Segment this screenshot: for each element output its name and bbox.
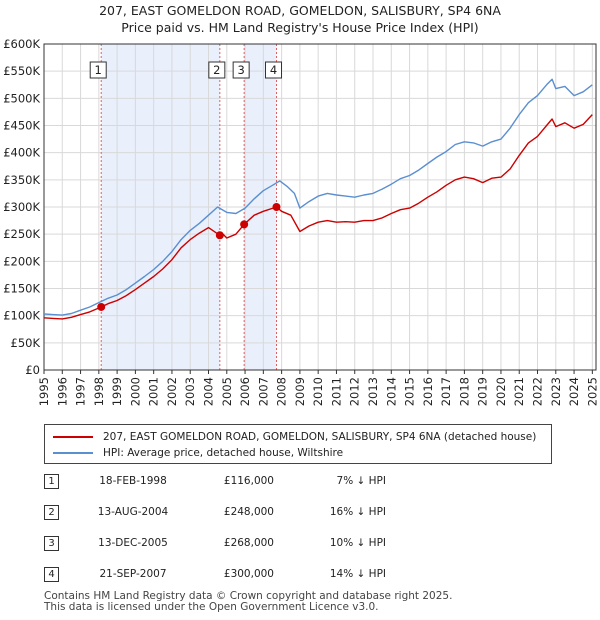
- x-tick-label: 2007: [256, 377, 270, 406]
- x-tick-label: 2010: [311, 377, 325, 406]
- transaction-label-1: 1: [89, 61, 107, 79]
- x-tick-label: 1997: [74, 377, 88, 406]
- x-tick-label: 2015: [403, 377, 417, 406]
- transaction-hpi-diff: 10% ↓ HPI: [329, 537, 386, 549]
- transaction-label-text: 1: [95, 63, 102, 77]
- x-tick-label: 2012: [348, 377, 362, 406]
- price-chart: £0 £50K £100K £150K £200K £250K £300K £350K £400…: [3, 37, 599, 406]
- y-tick-label: £100K: [3, 309, 40, 323]
- plot-frame: [43, 43, 597, 371]
- transaction-date: 21-SEP-2007: [99, 568, 167, 580]
- transaction-hpi-diff: 16% ↓ HPI: [329, 506, 386, 518]
- y-tick-label: £550K: [3, 64, 40, 78]
- transaction-hpi-diff: 14% ↓ HPI: [329, 568, 386, 580]
- x-tick-label: 2008: [275, 377, 289, 406]
- transaction-price: £268,000: [223, 537, 274, 549]
- transaction-number: 4: [44, 567, 59, 582]
- x-tick-label: 2024: [567, 377, 581, 406]
- table-row: 1 18-FEB-1998 £116,000 7% ↓ HPI: [44, 472, 564, 492]
- transaction-label-2: 2: [208, 61, 226, 79]
- x-tick-label: 2020: [494, 377, 508, 406]
- transaction-date: 18-FEB-1998: [99, 475, 167, 487]
- transaction-hpi-diff: 7% ↓ HPI: [336, 475, 386, 487]
- x-tick-label: 1998: [92, 377, 106, 406]
- x-tick-label: 1999: [110, 377, 124, 406]
- transaction-price: £300,000: [223, 568, 274, 580]
- y-tick-label: £600K: [3, 37, 40, 51]
- legend: 207, EAST GOMELDON ROAD, GOMELDON, SALIS…: [44, 424, 552, 464]
- legend-item-price-paid: 207, EAST GOMELDON ROAD, GOMELDON, SALIS…: [53, 429, 536, 445]
- transaction-label-box: [232, 61, 250, 79]
- table-row: 4 21-SEP-2007 £300,000 14% ↓ HPI: [44, 565, 564, 585]
- x-tick-label: 1995: [37, 377, 51, 406]
- y-tick-label: £50K: [11, 336, 41, 350]
- x-tick-label: 2002: [165, 377, 179, 406]
- legend-item-hpi: HPI: Average price, detached house, Wilt…: [53, 445, 343, 461]
- transaction-point-2: [215, 231, 224, 240]
- transaction-label-text: 4: [270, 63, 277, 77]
- footer-line-1: Contains HM Land Registry data © Crown c…: [44, 590, 453, 602]
- footer-line-2: This data is licensed under the Open Gov…: [44, 601, 379, 613]
- x-tick-label: 2017: [439, 377, 453, 406]
- transaction-number: 3: [44, 536, 59, 551]
- chart-title-line-1: 207, EAST GOMELDON ROAD, GOMELDON, SALIS…: [99, 3, 501, 18]
- table-row: 2 13-AUG-2004 £248,000 16% ↓ HPI: [44, 503, 564, 523]
- x-tick-label: 2009: [293, 377, 307, 406]
- x-tick-label: 2006: [238, 377, 252, 406]
- transaction-price: £116,000: [223, 475, 274, 487]
- legend-swatch-hpi: [53, 452, 93, 454]
- x-tick-label: 2018: [457, 377, 471, 406]
- transaction-date: 13-AUG-2004: [97, 506, 169, 518]
- x-tick-label: 2004: [202, 377, 216, 406]
- table-row: 3 13-DEC-2005 £268,000 10% ↓ HPI: [44, 534, 564, 554]
- transaction-label-box: [264, 61, 282, 79]
- y-tick-label: £150K: [3, 282, 40, 296]
- transaction-label-text: 3: [237, 63, 244, 77]
- x-tick-label: 2013: [366, 377, 380, 406]
- price-paid-series-line: [43, 114, 593, 320]
- x-tick-label: 2021: [512, 377, 526, 406]
- transaction-label-3: 3: [232, 61, 250, 79]
- x-tick-label: 2001: [147, 377, 161, 406]
- x-tick-label: 2011: [329, 377, 343, 406]
- x-tick-label: 1996: [55, 377, 69, 406]
- chart-title: 207, EAST GOMELDON ROAD, GOMELDON, SALIS…: [0, 2, 600, 36]
- transaction-label-4: 4: [264, 61, 282, 79]
- transaction-price: £248,000: [223, 506, 274, 518]
- x-tick-label: 2022: [531, 377, 545, 406]
- chart-title-line-2: Price paid vs. HM Land Registry's House …: [121, 20, 479, 35]
- y-tick-label: £200K: [3, 254, 40, 268]
- transaction-number: 2: [44, 505, 59, 520]
- y-tick-label: £450K: [3, 119, 40, 133]
- x-tick-label: 2025: [585, 377, 599, 406]
- x-tick-label: 2014: [384, 377, 398, 406]
- y-tick-label: £250K: [3, 227, 40, 241]
- y-tick-label: £350K: [3, 173, 40, 187]
- legend-label-price-paid: 207, EAST GOMELDON ROAD, GOMELDON, SALIS…: [103, 431, 537, 443]
- transaction-label-box: [208, 61, 226, 79]
- legend-swatch-price-paid: [53, 436, 93, 438]
- y-tick-label: £300K: [3, 200, 40, 214]
- footer: Contains HM Land Registry data © Crown c…: [44, 591, 452, 613]
- x-tick-label: 2003: [183, 377, 197, 406]
- y-tick-label: £0: [25, 363, 40, 377]
- transaction-label-text: 2: [213, 63, 220, 77]
- transaction-number: 1: [44, 474, 59, 489]
- transaction-point-3: [240, 220, 249, 229]
- transaction-label-box: [89, 61, 107, 79]
- transaction-point-1: [97, 302, 106, 311]
- y-tick-label: £500K: [3, 91, 40, 105]
- x-tick-label: 2019: [476, 377, 490, 406]
- x-tick-label: 2023: [549, 377, 563, 406]
- hpi-series-line: [43, 78, 593, 316]
- transaction-date: 13-DEC-2005: [98, 537, 168, 549]
- x-tick-label: 2005: [220, 377, 234, 406]
- x-tick-label: 2016: [421, 377, 435, 406]
- y-tick-label: £400K: [3, 146, 40, 160]
- transaction-point-4: [272, 203, 281, 211]
- legend-label-hpi: HPI: Average price, detached house, Wilt…: [103, 447, 344, 459]
- x-tick-label: 2000: [128, 377, 142, 406]
